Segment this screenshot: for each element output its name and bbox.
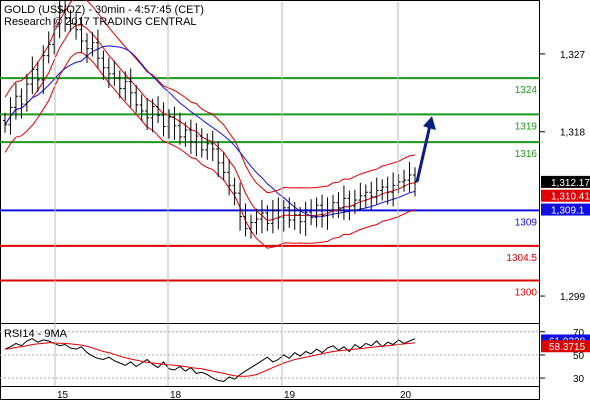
level-label: 1304.5 [506, 253, 537, 264]
middle-average [4, 24, 416, 222]
y-tick-label: 1,318 [560, 128, 585, 139]
rsi-series-line [4, 342, 416, 377]
level-label: 1324 [515, 85, 538, 96]
rsi-tag-label: 58.3715 [549, 342, 586, 353]
axis-panel: 1,327 1,318 1,299 1,312.17 1,310.41 1,309.1 70… [54, 2, 590, 400]
level-label: 1316 [515, 149, 538, 160]
price-tag-label: 1,310.41 [551, 192, 590, 203]
price-tag-label: 1,312.17 [551, 178, 590, 189]
x-tick-label: 19 [284, 390, 296, 400]
level-label: 1319 [515, 121, 538, 132]
rsi-tick-label: 70 [573, 328, 585, 339]
price-tag-box [541, 203, 590, 216]
rsi-panel [0, 331, 540, 383]
chart-subtitle: Research © 2017 TRADING CENTRAL [4, 16, 197, 28]
rsi-series-line [4, 338, 416, 383]
slow-average [4, 45, 416, 218]
plot-frame [0, 0, 540, 400]
rsi-tick-label: 30 [573, 374, 585, 385]
signal-arrow-shaft [415, 124, 432, 183]
signal-arrow-head [423, 116, 436, 131]
upper-band [4, 0, 416, 194]
level-label: 1309 [515, 217, 538, 228]
x-tick-label: 20 [400, 390, 412, 400]
price-panel: 1324 1319 1316 1309 1304.5 1300 [0, 0, 540, 298]
price-tag-label: 1,309.1 [551, 206, 585, 217]
lower-band [4, 51, 416, 249]
chart-title: GOLD (US$/OZ) - 30min - 4:57:45 (CET) [4, 4, 204, 16]
y-tick-label: 1,327 [560, 50, 585, 61]
y-tick-label: 1,299 [560, 292, 585, 303]
level-label: 1300 [515, 287, 538, 298]
x-tick-label: 15 [57, 390, 69, 400]
rsi-tick-label: 50 [573, 351, 585, 362]
price-tag-box [541, 175, 590, 188]
x-tick-label: 18 [170, 390, 182, 400]
price-tag-box [541, 189, 590, 202]
rsi-title: RSI14 - 9MA [4, 328, 68, 340]
rsi-tag-box [541, 340, 590, 353]
